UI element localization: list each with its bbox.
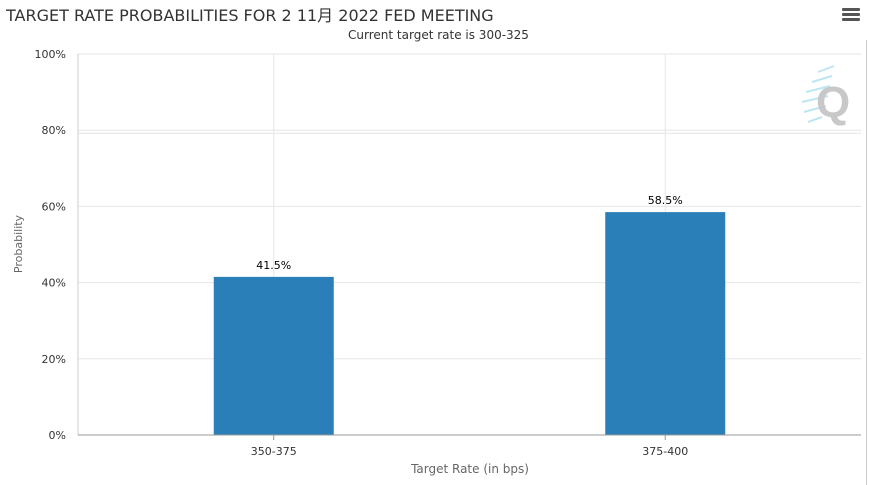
bar-350-375[interactable]	[213, 276, 334, 435]
chart-title: TARGET RATE PROBABILITIES FOR 2 11月 2022…	[6, 6, 494, 25]
y-tick-label: 0%	[49, 429, 66, 442]
y-tick-label: 40%	[42, 277, 66, 290]
y-tick-label: 80%	[42, 124, 66, 137]
q-logo-icon: Q	[801, 65, 850, 127]
x-axis-label: Target Rate (in bps)	[410, 462, 529, 476]
grid-lines	[78, 53, 861, 436]
y-tick-label: 100%	[35, 48, 66, 61]
axes: 0% 20% 40% 60% 80% 100% 350-375 375-400	[35, 48, 861, 458]
x-tick-label: 375-400	[642, 445, 688, 458]
bar-data-label: 58.5%	[648, 194, 683, 207]
hamburger-menu-icon[interactable]	[842, 8, 860, 24]
bar-series: 41.5% 58.5%	[213, 194, 726, 435]
bar-data-label: 41.5%	[256, 259, 291, 272]
y-axis-label: Probability	[12, 214, 25, 273]
x-tick-label: 350-375	[251, 445, 297, 458]
y-tick-label: 20%	[42, 353, 66, 366]
y-tick-label: 60%	[42, 200, 66, 213]
bar-375-400[interactable]	[605, 212, 726, 435]
svg-text:Q: Q	[816, 78, 850, 127]
chart-subtitle: Current target rate is 300-325	[348, 28, 529, 42]
chart-right-border	[866, 40, 867, 485]
